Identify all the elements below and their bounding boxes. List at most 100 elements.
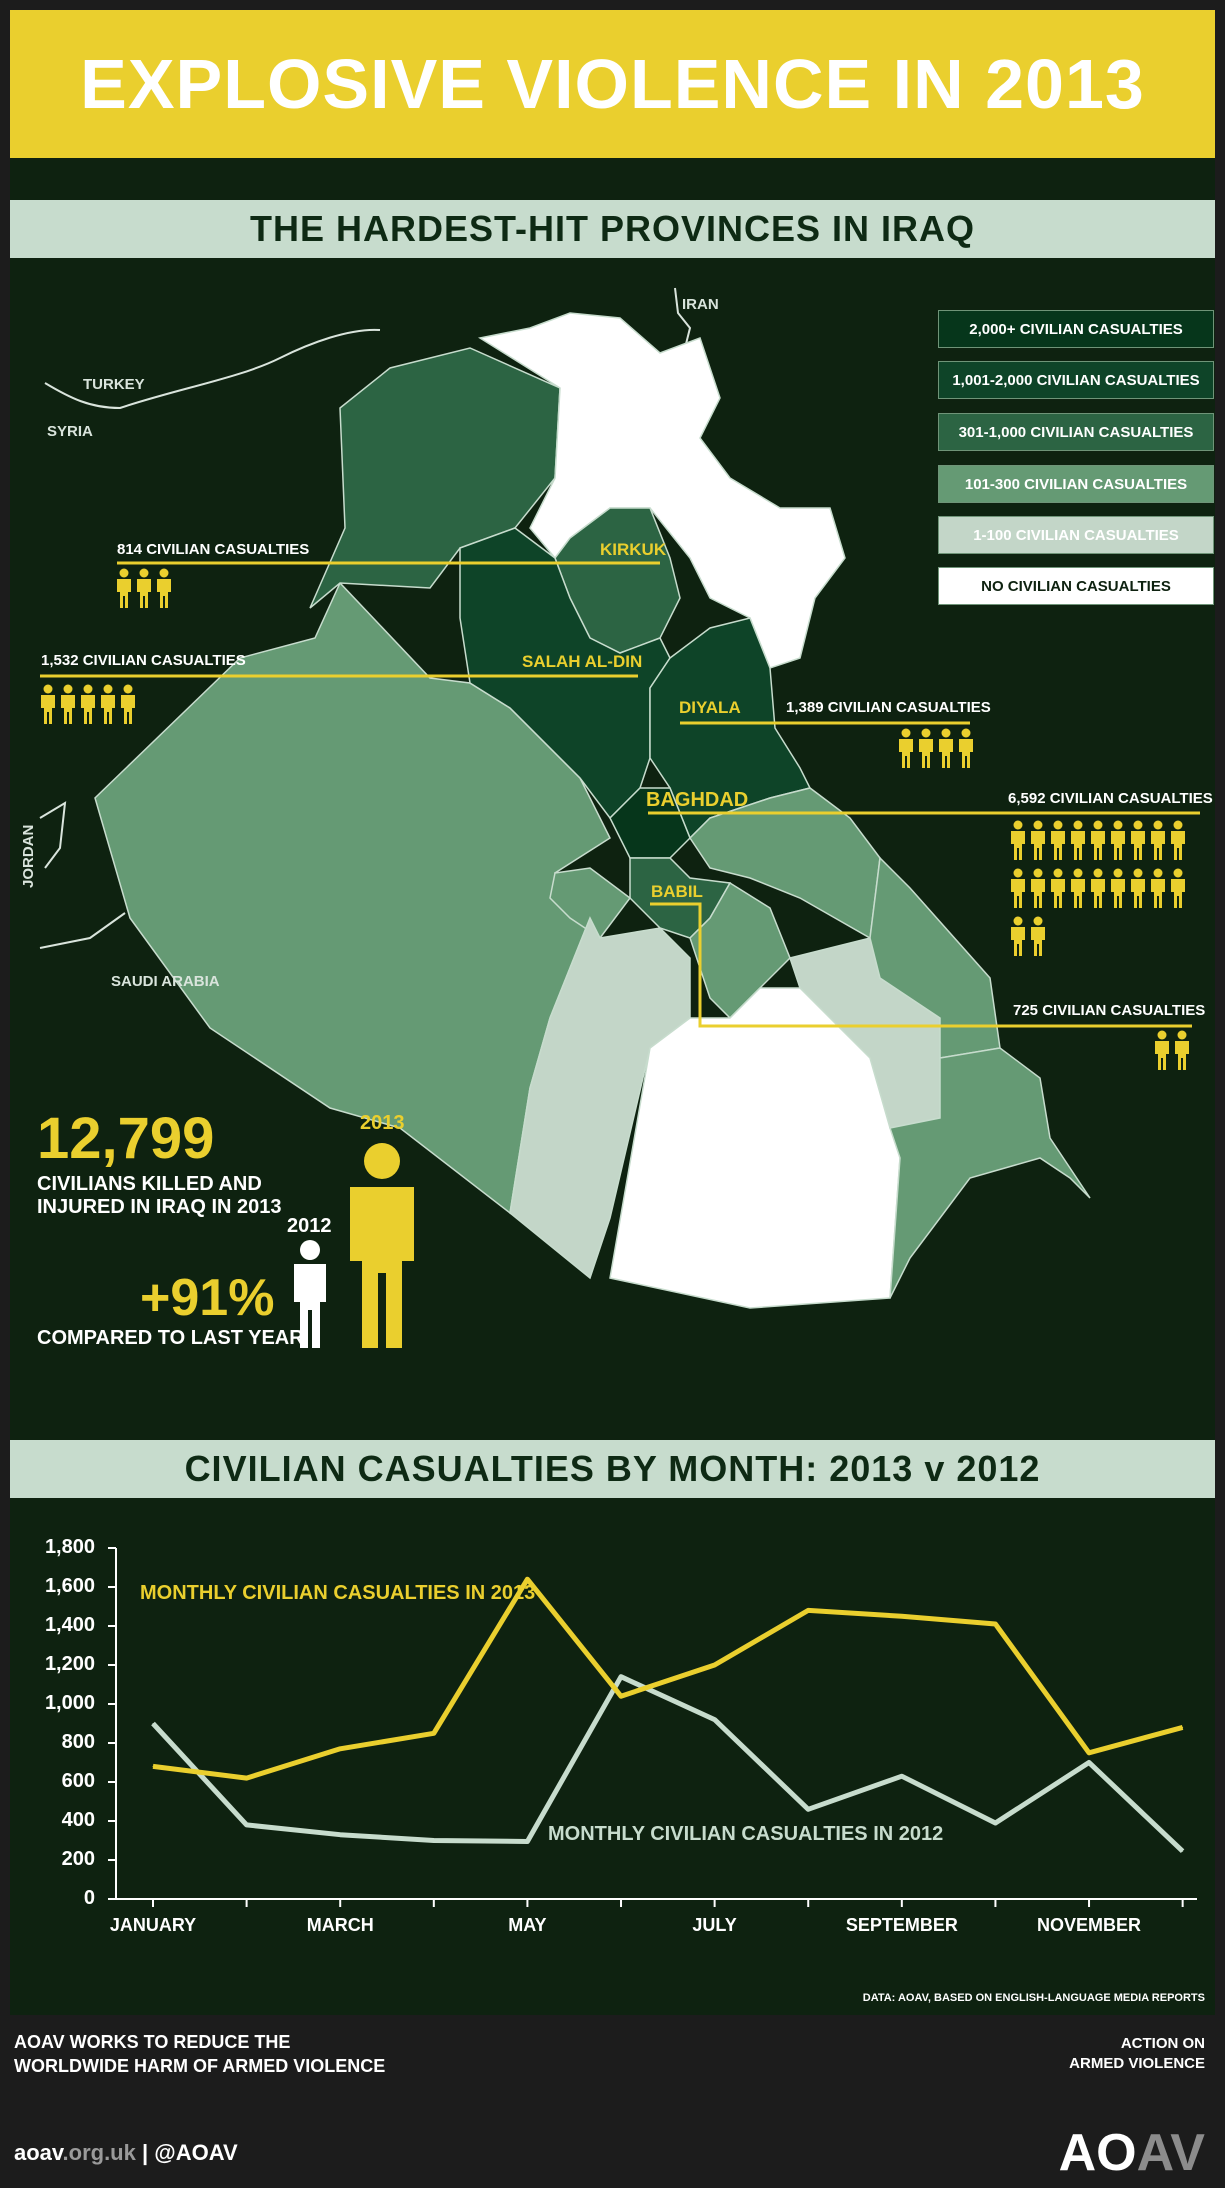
legend-item: 1-100 CIVILIAN CASUALTIES [938,516,1214,554]
label-iran: IRAN [682,296,719,313]
y-tick-label: 1,200 [44,1653,95,1675]
iran-border [674,287,692,349]
year-2013-label: 2013 [360,1112,405,1134]
label-babil: BABIL [651,882,703,901]
mission-line2: WORLDWIDE HARM OF ARMED VIOLENCE [14,2056,386,2076]
saudi-border [39,912,126,949]
y-tick-label: 0 [83,1887,95,1909]
x-tick-label: SEPTEMBER [845,1915,958,1935]
website-link[interactable]: aoav.org.uk [14,2140,136,2165]
series-2012-point [526,1840,528,1842]
label-baghdad: BAGHDAD [646,789,749,811]
series-2012-point [714,1719,716,1721]
legend-item: 1,001-2,000 CIVILIAN CASUALTIES [938,361,1214,399]
person-figure-icon [1151,820,1165,860]
iraq-map [39,287,1200,1309]
series-2012-point [1088,1762,1090,1763]
person-figure-icon [919,728,933,768]
change-percent: +91% [140,1269,275,1327]
label-diyala: DIYALA [679,698,741,717]
y-tick-label: 1,600 [44,1575,95,1597]
y-tick-label: 1,400 [44,1614,95,1636]
org-name-line2: ARMED VIOLENCE [1069,2055,1205,2072]
x-tick-label: MAY [508,1915,547,1935]
baghdad-casualties: 6,592 CIVILIAN CASUALTIES [1008,790,1213,807]
babil-callout-line [650,902,1192,1028]
kirkuk-figures [116,568,172,608]
x-tick-label: JANUARY [109,1915,197,1935]
chart-section-band: CIVILIAN CASUALTIES BY MONTH: 2013 v 201… [10,1440,1215,1498]
series-2012-line [151,1674,1185,1854]
person-figure-icon [1051,820,1065,860]
person-figure-icon [137,568,151,608]
person-2013-icon [350,1143,414,1348]
person-figure-icon [899,728,913,768]
person-figure-icon [1031,868,1045,908]
x-tick-label: NOVEMBER [1037,1915,1142,1935]
person-figure-icon [41,684,55,724]
kirkuk-casualties: 814 CIVILIAN CASUALTIES [117,541,310,558]
person-figure-icon [117,568,131,608]
person-figure-icon [1071,868,1085,908]
person-figure-icon [61,684,75,724]
x-tick-label: JULY [692,1915,737,1935]
series-2012-point [1182,1850,1184,1852]
total-casualties: 12,799 [37,1106,215,1171]
label-kirkuk: KIRKUK [600,540,667,559]
map-section-band: THE HARDEST-HIT PROVINCES IN IRAQ [10,200,1215,258]
monthly-casualties-chart [108,1547,1197,1907]
series-2013-point [246,1777,248,1779]
person-figure-icon [81,684,95,724]
series-2012-point [339,1834,341,1836]
person-figure-icon [1111,820,1125,860]
y-tick-label: 200 [61,1848,95,1870]
total-caption-line1: CIVILIANS KILLED AND [37,1173,262,1195]
province-najaf [509,916,691,1280]
person-figure-icon [1151,868,1165,908]
person-figure-icon [1051,868,1065,908]
salah-casualties: 1,532 CIVILIAN CASUALTIES [41,652,246,669]
y-tick-label: 400 [61,1809,95,1831]
site-and-handle: aoav.org.uk | @AOAV [14,2140,238,2165]
person-figure-icon [1011,916,1025,956]
person-figure-icon [101,684,115,724]
diyala-figures [898,728,974,768]
label-turkey: TURKEY [83,376,145,393]
diyala-casualties: 1,389 CIVILIAN CASUALTIES [786,699,991,716]
mission-line1: AOAV WORKS TO REDUCE THE [14,2032,291,2052]
series-2012-point [620,1676,622,1678]
aoav-logo: AOAV [1058,2124,1205,2182]
baghdad-figures [1010,820,1200,956]
page-title: EXPLOSIVE VIOLENCE IN 2013 [80,45,1145,123]
series-2013-point [1088,1752,1090,1754]
person-figure-icon [1071,820,1085,860]
title-banner: EXPLOSIVE VIOLENCE IN 2013 [10,10,1215,158]
data-source-note: DATA: AOAV, BASED ON ENGLISH-LANGUAGE ME… [862,1992,1205,2004]
y-tick-label: 600 [61,1770,95,1792]
person-figure-icon [1031,820,1045,860]
salah-figures [40,684,136,724]
footer: AOAV WORKS TO REDUCE THE WORLDWIDE HARM … [0,2015,1225,2188]
babil-casualties: 725 CIVILIAN CASUALTIES [1013,1002,1206,1019]
chart-section-heading: CIVILIAN CASUALTIES BY MONTH: 2013 v 201… [184,1448,1041,1489]
label-saudi-arabia: SAUDI ARABIA [111,973,220,990]
person-figure-icon [121,684,135,724]
series-2013-point [433,1732,435,1734]
series-2013-point [807,1609,809,1611]
y-tick-label: 1,000 [44,1692,95,1714]
series-2013-point [620,1695,622,1697]
person-figure-icon [1111,868,1125,908]
person-figure-icon [1171,868,1185,908]
legend-item: 301-1,000 CIVILIAN CASUALTIES [938,413,1214,451]
twitter-handle-link[interactable]: @AOAV [154,2140,238,2165]
org-name-line1: ACTION ON [1120,2035,1205,2052]
person-figure-icon [1031,916,1045,956]
series-2012-point [994,1822,996,1824]
series-2012-point [433,1840,435,1841]
person-figure-icon [1155,1030,1169,1070]
series-2013-label: MONTHLY CIVILIAN CASUALTIES IN 2013 [140,1582,536,1604]
legend-item: 101-300 CIVILIAN CASUALTIES [938,465,1214,503]
series-2013-point [339,1748,341,1750]
legend-item: NO CIVILIAN CASUALTIES [938,567,1214,605]
person-figure-icon [1175,1030,1189,1070]
